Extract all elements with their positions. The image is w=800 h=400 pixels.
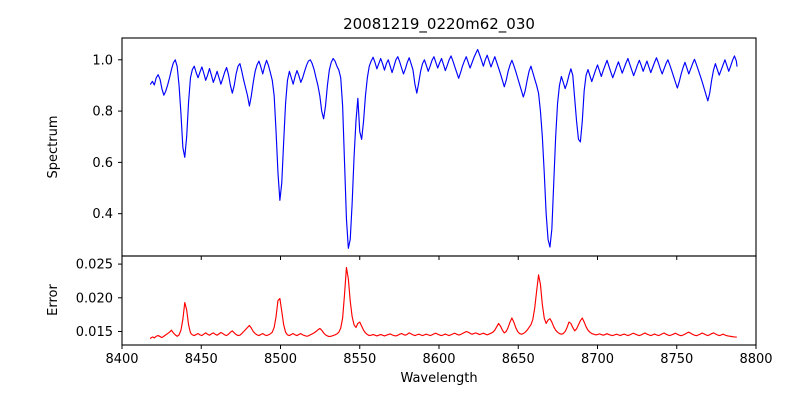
x-tick-label: 8500 <box>264 352 297 367</box>
error-x-ticks: 8400 8450 8500 8550 8600 8650 8700 8750 8800 <box>105 345 773 367</box>
y-tick-label: 0.015 <box>76 325 113 340</box>
y-tick-label: 0.020 <box>76 291 113 306</box>
x-tick-label: 8650 <box>502 352 535 367</box>
figure-title: 20081219_0220m62_030 <box>343 15 535 34</box>
error-panel: 0.015 0.020 0.025 8400 8450 8500 8550 8600 8650… <box>46 255 773 386</box>
x-tick-label: 8600 <box>422 352 455 367</box>
spectrum-y-ticks: 0.4 0.6 0.8 1.0 <box>92 53 122 222</box>
x-tick-label: 8550 <box>343 352 376 367</box>
error-y-axis-label: Error <box>46 284 61 316</box>
x-axis-label: Wavelength <box>400 371 477 386</box>
y-tick-label: 1.0 <box>92 53 113 68</box>
y-tick-label: 0.025 <box>76 258 113 273</box>
x-tick-label: 8750 <box>660 352 693 367</box>
x-tick-label: 8800 <box>739 352 772 367</box>
y-tick-label: 0.4 <box>92 207 113 222</box>
x-tick-label: 8450 <box>185 352 218 367</box>
y-tick-label: 0.6 <box>92 156 113 171</box>
spectrum-y-axis-label: Spectrum <box>46 116 61 179</box>
error-data-line <box>149 266 737 339</box>
spectrum-panel: 0.4 0.6 0.8 1.0 Spectrum <box>46 37 757 260</box>
spectrum-data-line <box>149 48 738 249</box>
error-y-ticks: 0.015 0.020 0.025 <box>76 258 122 340</box>
x-tick-label: 8700 <box>581 352 614 367</box>
x-tick-label: 8400 <box>105 352 138 367</box>
y-tick-label: 0.8 <box>92 105 113 120</box>
